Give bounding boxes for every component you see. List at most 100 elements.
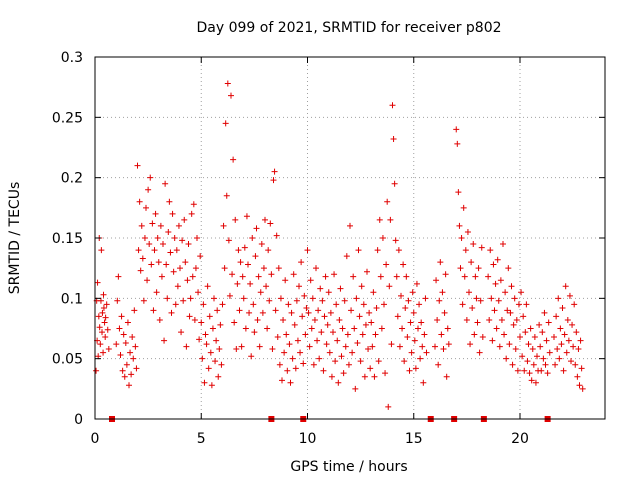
data-point <box>441 309 448 316</box>
data-point <box>350 273 357 280</box>
data-point <box>190 201 197 208</box>
data-point <box>565 337 572 344</box>
data-point <box>383 261 390 268</box>
data-point <box>339 325 346 332</box>
data-point <box>370 289 377 296</box>
data-point <box>138 222 145 229</box>
data-point <box>264 325 271 332</box>
data-point <box>184 277 191 284</box>
data-point <box>307 277 314 284</box>
data-point <box>381 301 387 308</box>
data-point <box>492 280 499 287</box>
data-point <box>356 313 363 320</box>
data-point <box>563 349 570 356</box>
data-point <box>171 235 178 241</box>
data-point <box>374 247 381 254</box>
data-point <box>248 353 255 360</box>
data-point <box>491 307 498 314</box>
y-tick-label: 0.25 <box>52 110 83 126</box>
data-point <box>136 198 143 205</box>
data-point <box>540 355 547 362</box>
data-point <box>462 247 469 254</box>
data-point <box>385 403 392 410</box>
data-point <box>185 241 192 248</box>
data-point <box>561 331 568 338</box>
data-point <box>147 174 154 181</box>
data-point <box>178 329 185 336</box>
data-point <box>177 265 183 272</box>
data-point <box>454 140 461 147</box>
data-point <box>373 304 380 311</box>
data-point <box>514 367 521 374</box>
data-point <box>455 189 462 196</box>
data-point <box>569 321 576 328</box>
data-point <box>143 204 149 211</box>
data-point <box>486 317 493 324</box>
data-point <box>316 355 323 362</box>
data-point <box>531 333 538 340</box>
data-point <box>497 277 504 284</box>
data-point <box>457 265 464 272</box>
data-point <box>99 309 106 316</box>
data-point <box>238 343 245 350</box>
data-point <box>140 297 147 304</box>
x-tick-label: 20 <box>511 431 529 447</box>
data-point <box>306 343 313 350</box>
data-point <box>545 319 552 326</box>
data-point <box>255 273 262 280</box>
data-point <box>476 349 483 356</box>
data-point <box>317 285 324 292</box>
data-point <box>96 324 103 331</box>
data-point <box>390 136 397 143</box>
data-point <box>392 237 399 244</box>
data-point <box>518 289 525 296</box>
chart-title: Day 099 of 2021, SRMTID for receiver p80… <box>196 20 501 36</box>
data-point <box>562 283 569 290</box>
data-point <box>407 319 414 326</box>
data-point <box>139 255 146 262</box>
data-point <box>439 289 446 296</box>
x-axis-label: GPS time / hours <box>290 459 407 475</box>
data-point <box>219 301 226 308</box>
data-point <box>309 295 316 302</box>
data-point <box>286 341 293 348</box>
data-point <box>279 377 285 384</box>
data-point <box>303 304 310 311</box>
data-point <box>300 360 307 367</box>
data-point <box>310 361 317 368</box>
data-point <box>311 317 318 324</box>
data-point <box>337 285 344 292</box>
data-point <box>246 309 253 316</box>
data-point <box>265 247 272 254</box>
data-point <box>576 382 583 389</box>
data-point <box>239 273 246 280</box>
data-point <box>521 367 528 374</box>
data-point <box>354 339 361 346</box>
data-point <box>478 244 485 251</box>
data-point <box>527 325 534 332</box>
data-point <box>95 313 102 320</box>
data-point <box>240 295 247 302</box>
data-point <box>536 321 543 328</box>
data-point <box>382 370 389 377</box>
data-point <box>406 367 413 374</box>
data-point <box>277 295 284 302</box>
data-point <box>206 313 213 320</box>
data-point <box>99 329 106 336</box>
data-point <box>345 361 352 368</box>
data-point <box>122 339 129 346</box>
data-point <box>413 280 420 287</box>
data-point <box>506 341 513 348</box>
data-point <box>365 346 372 353</box>
data-points <box>93 80 586 410</box>
data-point <box>298 259 305 266</box>
data-point <box>242 325 249 332</box>
data-point <box>358 283 365 290</box>
data-point <box>146 241 153 248</box>
data-point <box>375 358 382 365</box>
data-point <box>522 329 529 336</box>
data-point <box>212 358 219 365</box>
data-point <box>284 367 291 374</box>
data-point <box>319 297 326 304</box>
